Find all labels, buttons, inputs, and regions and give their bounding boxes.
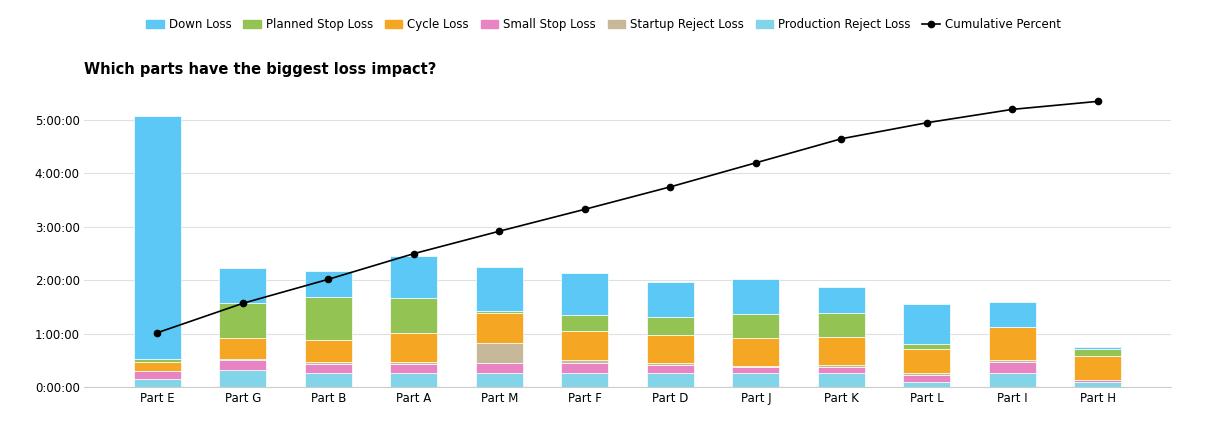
Bar [1074, 382, 1121, 387]
Bar [989, 302, 1036, 327]
Bar [561, 273, 608, 315]
Bar [733, 373, 780, 387]
Bar [220, 268, 267, 303]
Bar [561, 360, 608, 363]
Bar [134, 379, 181, 387]
Bar [903, 344, 950, 349]
Bar [220, 360, 267, 370]
Bar [561, 315, 608, 331]
Legend: Down Loss, Planned Stop Loss, Cycle Loss, Small Stop Loss, Startup Reject Loss, : Down Loss, Planned Stop Loss, Cycle Loss… [141, 13, 1066, 36]
Bar [647, 363, 694, 365]
Bar [647, 365, 694, 373]
Bar [305, 271, 352, 297]
Bar [647, 373, 694, 387]
Bar [305, 340, 352, 362]
Bar [733, 338, 780, 366]
Bar [220, 337, 267, 359]
Bar [390, 373, 437, 387]
Bar [220, 303, 267, 337]
Bar [134, 362, 181, 371]
Bar [476, 311, 523, 313]
Bar [818, 373, 865, 387]
Bar [647, 282, 694, 317]
Bar [818, 365, 865, 367]
Bar [989, 373, 1036, 387]
Bar [220, 370, 267, 387]
Bar [818, 313, 865, 337]
Bar [476, 373, 523, 387]
Bar [1074, 356, 1121, 380]
Bar [1074, 349, 1121, 356]
Bar [733, 314, 780, 338]
Bar [733, 367, 780, 373]
Bar [476, 267, 523, 311]
Bar [989, 327, 1036, 360]
Bar [561, 373, 608, 387]
Bar [390, 333, 437, 362]
Bar [903, 375, 950, 382]
Bar [134, 371, 181, 379]
Bar [1074, 380, 1121, 382]
Bar [305, 297, 352, 340]
Bar [903, 349, 950, 373]
Bar [476, 343, 523, 363]
Bar [903, 304, 950, 344]
Bar [305, 373, 352, 387]
Bar [561, 331, 608, 360]
Bar [390, 256, 437, 298]
Bar [733, 279, 780, 314]
Bar [989, 362, 1036, 373]
Text: Which parts have the biggest loss impact?: Which parts have the biggest loss impact… [84, 62, 437, 77]
Bar [220, 359, 267, 360]
Bar [390, 362, 437, 364]
Bar [305, 364, 352, 373]
Bar [818, 337, 865, 365]
Bar [818, 367, 865, 373]
Bar [903, 382, 950, 387]
Bar [561, 363, 608, 373]
Bar [647, 317, 694, 335]
Bar [903, 373, 950, 375]
Bar [476, 313, 523, 343]
Bar [134, 116, 181, 359]
Bar [647, 335, 694, 363]
Bar [818, 287, 865, 313]
Bar [476, 363, 523, 373]
Bar [134, 359, 181, 362]
Bar [390, 298, 437, 333]
Bar [390, 364, 437, 373]
Bar [733, 366, 780, 367]
Bar [1074, 347, 1121, 349]
Bar [305, 362, 352, 364]
Bar [989, 360, 1036, 362]
